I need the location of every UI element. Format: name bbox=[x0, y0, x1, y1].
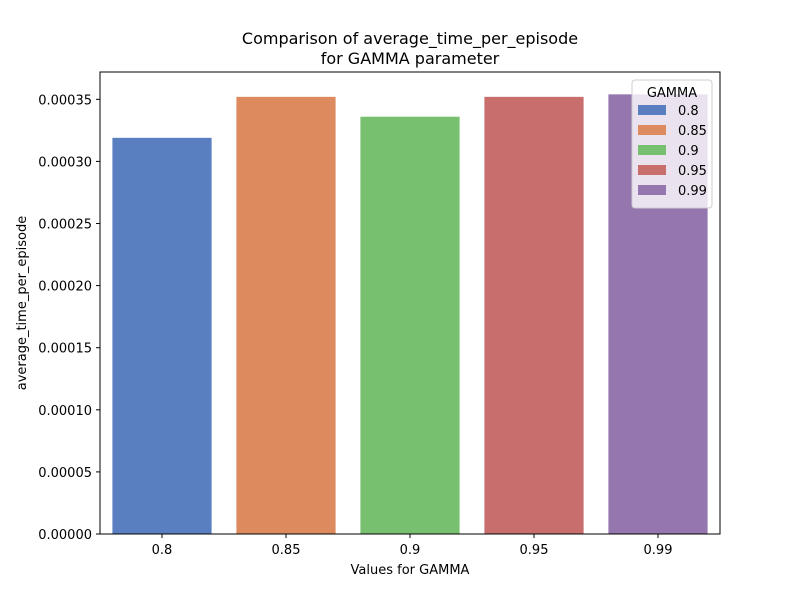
legend-label: 0.99 bbox=[678, 184, 707, 199]
bar-0-8 bbox=[112, 137, 212, 535]
plot-frame bbox=[99, 71, 721, 535]
bar-0-85 bbox=[236, 96, 336, 534]
legend-swatch bbox=[638, 185, 666, 195]
legend-items: 0.8 0.85 0.9 0.95 0.99 bbox=[638, 104, 707, 199]
legend-swatch bbox=[638, 105, 666, 115]
legend-label: 0.85 bbox=[678, 124, 707, 139]
y-tick-label: 0.00000 bbox=[38, 528, 92, 543]
y-tick-label: 0.00005 bbox=[38, 466, 92, 481]
x-tick-label: 0.85 bbox=[272, 543, 301, 558]
chart-title-line-1: Comparison of average_time_per_episode bbox=[242, 29, 578, 49]
y-tick-label: 0.00015 bbox=[38, 342, 92, 357]
bar-0-9 bbox=[360, 116, 460, 534]
chart-title-line-2: for GAMMA parameter bbox=[321, 49, 500, 68]
bars-group bbox=[112, 94, 708, 535]
y-tick-label: 0.00030 bbox=[38, 155, 92, 170]
legend-swatch bbox=[638, 165, 666, 175]
x-tick-label: 0.95 bbox=[520, 543, 549, 558]
bar-0-95 bbox=[484, 96, 584, 534]
x-axis: 0.8 0.85 0.9 0.95 0.99 bbox=[152, 534, 673, 558]
legend-swatch bbox=[638, 125, 666, 135]
legend-swatch bbox=[638, 145, 666, 155]
legend: GAMMA 0.8 0.85 0.9 0.95 0.99 bbox=[631, 79, 713, 209]
y-tick-label: 0.00025 bbox=[38, 218, 92, 233]
y-axis-label: average_time_per_episode bbox=[15, 216, 30, 391]
legend-label: 0.8 bbox=[678, 104, 699, 119]
legend-label: 0.9 bbox=[678, 144, 699, 159]
legend-label: 0.95 bbox=[678, 164, 707, 179]
y-tick-label: 0.00035 bbox=[38, 93, 92, 108]
y-axis: 0.00000 0.00005 0.00010 0.00015 0.00020 0.000… bbox=[38, 93, 100, 543]
y-tick-label: 0.00010 bbox=[38, 404, 92, 419]
legend-title: GAMMA bbox=[647, 86, 697, 101]
x-tick-label: 0.9 bbox=[400, 543, 421, 558]
y-tick-label: 0.00020 bbox=[38, 280, 92, 295]
x-tick-label: 0.99 bbox=[644, 543, 673, 558]
x-axis-label: Values for GAMMA bbox=[351, 563, 470, 578]
x-tick-label: 0.8 bbox=[152, 543, 173, 558]
